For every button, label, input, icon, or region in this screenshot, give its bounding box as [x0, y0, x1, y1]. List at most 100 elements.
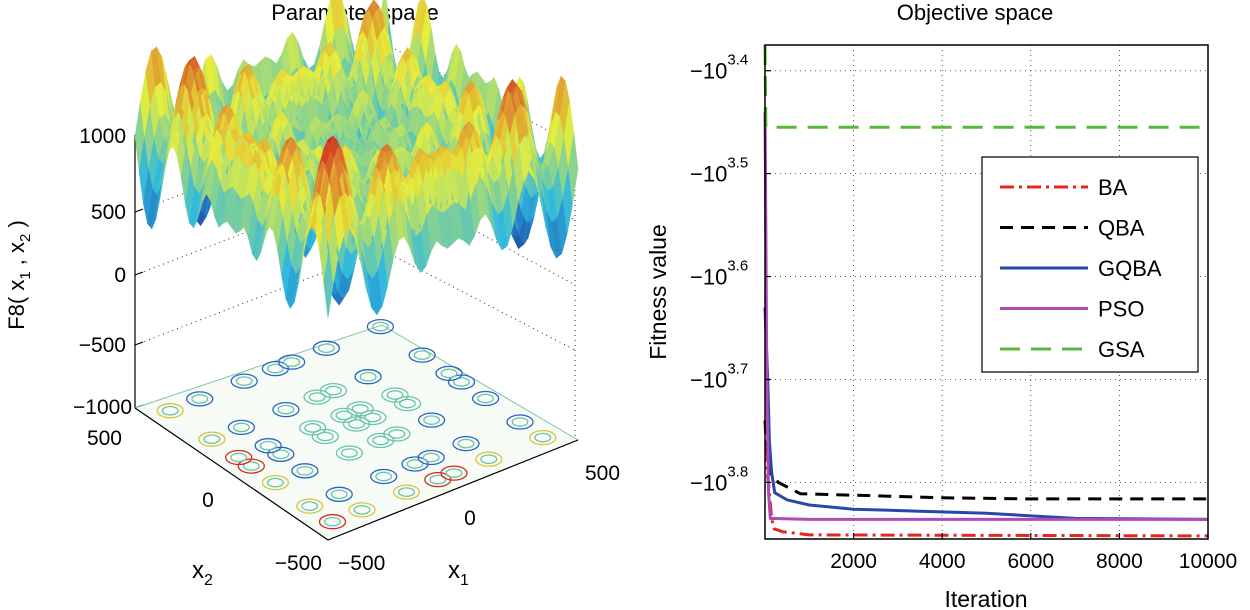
contour-ring: [423, 415, 441, 425]
z-tick-label: 0: [114, 264, 126, 287]
contour-ring: [330, 489, 348, 500]
contour-ring: [335, 410, 353, 421]
contour-ring: [440, 465, 468, 481]
y-tick-label: −103.7: [690, 360, 748, 392]
z-tick-label: −500: [79, 334, 126, 357]
series-line-gqba: [763, 307, 1209, 521]
contour-ring: [277, 404, 295, 415]
contour-ring: [266, 363, 284, 374]
contour-ring: [296, 498, 324, 514]
contour-ring: [348, 419, 365, 429]
contour-ring: [186, 391, 214, 407]
contour-ring: [225, 449, 253, 466]
contour-ring: [319, 382, 348, 399]
contour-ring: [278, 354, 306, 370]
contour-ring: [312, 340, 341, 356]
contour-ring: [291, 463, 319, 479]
contour-ring: [534, 432, 552, 443]
contour-ring: [198, 431, 226, 447]
series-line-pso: [763, 111, 1208, 521]
x-tick-label: 6000: [1007, 550, 1054, 573]
legend-label-pso: PSO: [1098, 297, 1144, 322]
x-tick-label: 2000: [830, 550, 877, 573]
contour-ring: [340, 448, 358, 458]
y-axis-label: Fitness value: [645, 224, 671, 360]
y-tick-label: −103.5: [690, 155, 748, 187]
y-tick-label: −103.8: [690, 463, 748, 495]
contour-ring: [304, 423, 322, 433]
contour-ring: [383, 426, 411, 442]
contour-ring: [506, 414, 534, 430]
z-axis-label: F8( x1 , x2 ): [4, 220, 34, 330]
contour-ring: [346, 401, 374, 417]
contour-ring: [457, 438, 475, 449]
series-lines: [763, 44, 1209, 538]
contour-ring: [429, 474, 447, 485]
contour-ring: [364, 412, 382, 423]
contour-ring: [266, 477, 284, 488]
z-tick-label: 1000: [79, 125, 126, 148]
legend-label-ba: BA: [1098, 175, 1128, 200]
contour-ring: [354, 369, 382, 385]
series-line-gsa: [763, 44, 1208, 129]
surface-title: Parameter space: [271, 0, 439, 25]
contour-ring: [353, 505, 371, 515]
surface-mesh: [134, 0, 579, 318]
y-ticks: −103.4 −103.5 −103.6 −103.7 −103.8: [690, 52, 771, 495]
contour-ring: [417, 449, 445, 466]
contour-ring: [440, 368, 458, 379]
legend-label-gqba: GQBA: [1098, 256, 1162, 281]
x2-tick-label: −500: [275, 552, 322, 575]
contour-ring: [406, 459, 424, 469]
contour-ring: [351, 404, 369, 414]
contour-ring: [230, 452, 248, 463]
y-tick-label: −103.6: [690, 258, 748, 290]
contour-ring: [161, 405, 179, 416]
contour-ring: [399, 398, 416, 409]
contour-ring: [413, 350, 431, 360]
contour-ring: [511, 417, 529, 427]
contour-ring: [471, 390, 500, 407]
x-ticks: 2000 4000 6000 8000 10000: [830, 533, 1237, 573]
contour-ring: [372, 435, 390, 446]
x1-axis-label: x1: [448, 557, 469, 589]
contour-ring: [324, 516, 341, 527]
objective-title: Objective space: [897, 0, 1054, 25]
contour-ring: [301, 501, 319, 511]
contour-ring: [445, 468, 463, 478]
contour-ring: [254, 438, 282, 454]
contour-ring: [261, 474, 290, 491]
legend-label-qba: QBA: [1098, 216, 1145, 241]
x-tick-label: 4000: [919, 550, 966, 573]
contour-ring: [316, 431, 334, 442]
contour-ring: [375, 471, 393, 482]
x1-tick-labels: −500 0 500: [338, 462, 620, 575]
contour-ring: [203, 434, 221, 445]
floor-axes: [134, 407, 579, 541]
contour-ring: [283, 357, 301, 367]
contour-ring: [370, 468, 398, 485]
contour-ring: [452, 435, 480, 452]
x-tick-label: 10000: [1179, 550, 1237, 573]
x2-tick-label: 500: [87, 427, 122, 450]
contour-ring: [386, 390, 404, 400]
contour-ring: [299, 420, 327, 436]
x2-tick-labels: 500 0 −500: [87, 427, 322, 575]
x2-tick-label: 0: [202, 489, 214, 512]
contour-ring: [232, 422, 250, 433]
contour-ring: [227, 419, 256, 436]
contour-ring: [230, 373, 258, 389]
contour-ring: [392, 484, 421, 500]
z-tick-labels: 1000 500 0 −500 −1000: [73, 125, 132, 419]
contour-ring: [156, 403, 184, 419]
line-plot: Objective space 2000 4000 6000 8000 10000 −1…: [645, 0, 1237, 610]
contour-floor: [133, 318, 580, 541]
contour-ring: [318, 514, 347, 530]
contour-ring: [308, 392, 326, 402]
plot-frame: [764, 44, 1209, 540]
contour-ring: [435, 365, 463, 382]
surface-patch: [568, 132, 579, 204]
contour-ring: [272, 401, 300, 418]
contour-ring: [359, 371, 377, 382]
x2-axis-label: x2: [192, 557, 213, 589]
